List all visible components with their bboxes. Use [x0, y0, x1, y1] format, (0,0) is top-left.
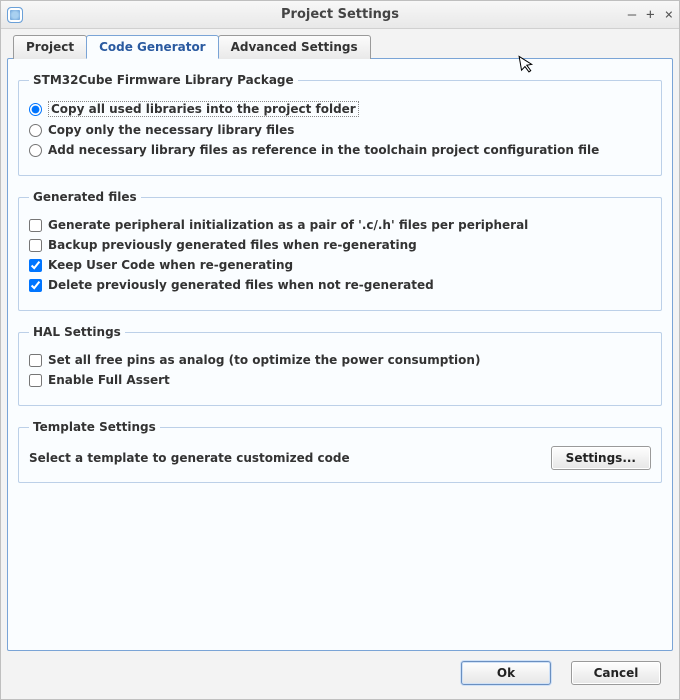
radio-copy-necessary-label: Copy only the necessary library files [48, 123, 294, 137]
template-row: Select a template to generate customized… [29, 446, 651, 470]
checkbox-full-assert[interactable]: Enable Full Assert [29, 373, 651, 387]
checkbox-free-pins-analog[interactable]: Set all free pins as analog (to optimize… [29, 353, 651, 367]
checkbox-delete-old-label: Delete previously generated files when n… [48, 278, 434, 292]
minimize-button[interactable]: – [628, 7, 636, 23]
ok-button[interactable]: Ok [461, 661, 551, 685]
radio-add-reference-label: Add necessary library files as reference… [48, 143, 599, 157]
tab-advanced-settings[interactable]: Advanced Settings [218, 35, 371, 59]
close-button[interactable]: × [665, 7, 673, 23]
checkbox-pair-files-label: Generate peripheral initialization as a … [48, 218, 528, 232]
radio-copy-necessary-input[interactable] [29, 124, 42, 137]
radio-copy-all-label: Copy all used libraries into the project… [48, 101, 359, 117]
checkbox-backup-label: Backup previously generated files when r… [48, 238, 417, 252]
window-title: Project Settings [1, 7, 679, 22]
checkbox-backup[interactable]: Backup previously generated files when r… [29, 238, 651, 252]
template-settings-button[interactable]: Settings... [551, 446, 651, 470]
checkbox-keep-user-code[interactable]: Keep User Code when re-generating [29, 258, 651, 272]
hal-settings-legend: HAL Settings [29, 325, 125, 339]
checkbox-backup-input[interactable] [29, 239, 42, 252]
client-area: Project Code Generator Advanced Settings… [1, 29, 679, 699]
checkbox-pair-files[interactable]: Generate peripheral initialization as a … [29, 218, 651, 232]
tab-bar: Project Code Generator Advanced Settings [7, 35, 673, 59]
window-controls: – + × [628, 7, 673, 23]
checkbox-pair-files-input[interactable] [29, 219, 42, 232]
firmware-library-group: STM32Cube Firmware Library Package Copy … [18, 73, 662, 176]
checkbox-free-pins-analog-input[interactable] [29, 354, 42, 367]
project-settings-window: Project Settings – + × Project Code Gene… [0, 0, 680, 700]
tab-code-generator[interactable]: Code Generator [86, 35, 219, 59]
template-settings-legend: Template Settings [29, 420, 160, 434]
dialog-button-bar: Ok Cancel [7, 651, 673, 693]
app-icon [7, 7, 23, 23]
radio-add-reference[interactable]: Add necessary library files as reference… [29, 143, 651, 157]
firmware-library-legend: STM32Cube Firmware Library Package [29, 73, 298, 87]
titlebar[interactable]: Project Settings – + × [1, 1, 679, 29]
generated-files-group: Generated files Generate peripheral init… [18, 190, 662, 311]
maximize-button[interactable]: + [646, 7, 654, 23]
radio-add-reference-input[interactable] [29, 144, 42, 157]
radio-copy-all[interactable]: Copy all used libraries into the project… [29, 101, 651, 117]
checkbox-free-pins-analog-label: Set all free pins as analog (to optimize… [48, 353, 480, 367]
template-settings-group: Template Settings Select a template to g… [18, 420, 662, 483]
checkbox-keep-user-code-input[interactable] [29, 259, 42, 272]
checkbox-full-assert-input[interactable] [29, 374, 42, 387]
checkbox-delete-old[interactable]: Delete previously generated files when n… [29, 278, 651, 292]
checkbox-delete-old-input[interactable] [29, 279, 42, 292]
checkbox-full-assert-label: Enable Full Assert [48, 373, 170, 387]
template-text: Select a template to generate customized… [29, 451, 350, 465]
tab-project[interactable]: Project [13, 35, 87, 59]
radio-copy-necessary[interactable]: Copy only the necessary library files [29, 123, 651, 137]
radio-copy-all-input[interactable] [29, 103, 42, 116]
checkbox-keep-user-code-label: Keep User Code when re-generating [48, 258, 293, 272]
code-generator-panel: STM32Cube Firmware Library Package Copy … [7, 58, 673, 651]
cancel-button[interactable]: Cancel [571, 661, 661, 685]
generated-files-legend: Generated files [29, 190, 141, 204]
hal-settings-group: HAL Settings Set all free pins as analog… [18, 325, 662, 406]
